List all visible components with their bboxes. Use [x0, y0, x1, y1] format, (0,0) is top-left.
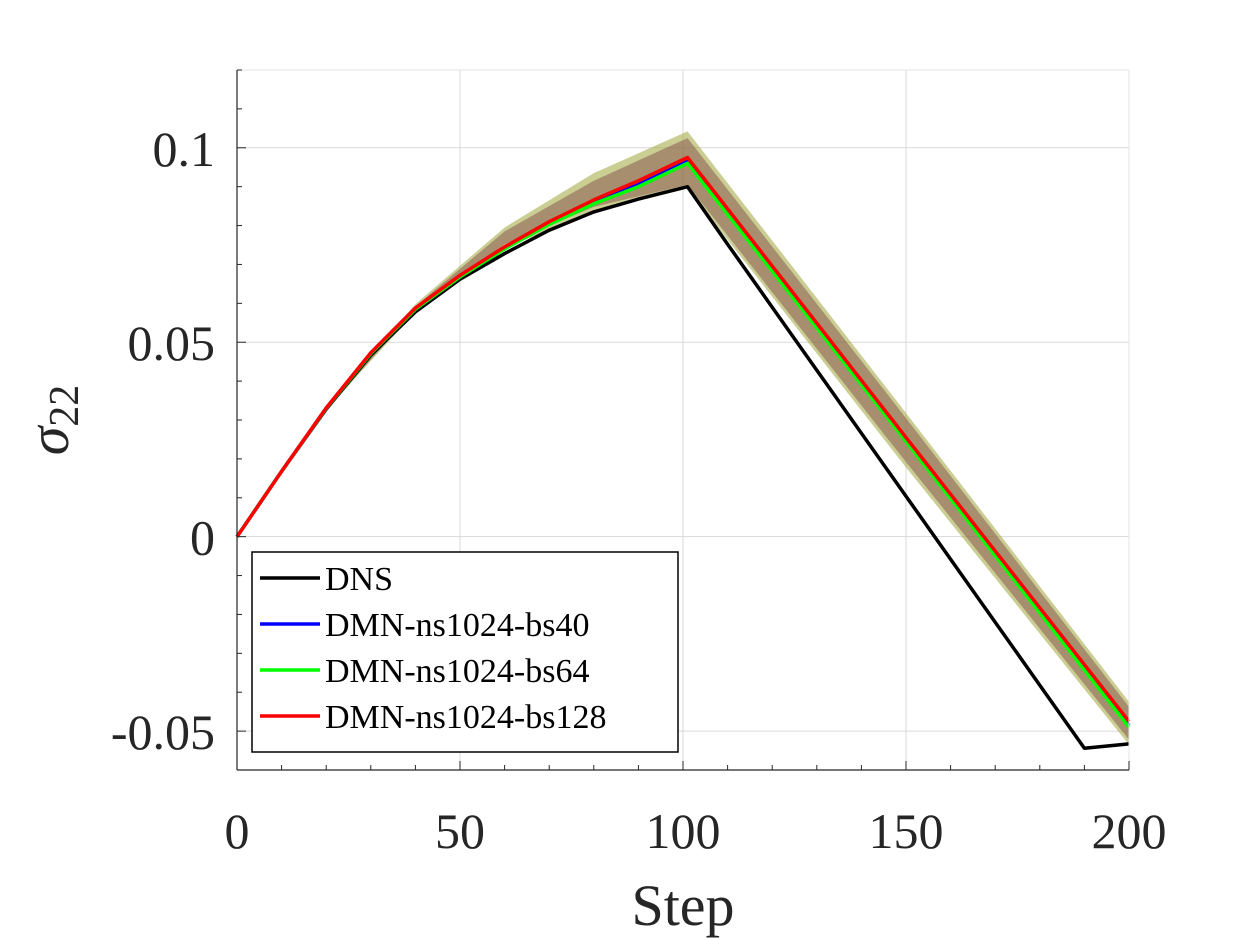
y-axis-label-symbol: σ	[16, 424, 81, 455]
legend-label-3: DMN-ns1024-bs128	[325, 699, 606, 736]
x-tick-label-4: 200	[1092, 803, 1167, 859]
legend-label-0: DNS	[325, 561, 393, 598]
series-lines	[235, 155, 1131, 750]
svg-text:σ22: σ22	[16, 385, 88, 456]
x-tick-label-3: 150	[869, 803, 944, 859]
y-axis-label-subscript: 22	[42, 385, 88, 427]
legend-label-2: DMN-ns1024-bs64	[325, 653, 589, 690]
legend-box	[251, 551, 679, 753]
x-tick-label-0: 0	[225, 803, 250, 859]
x-axis-label: Step	[631, 873, 734, 938]
legend-label-1: DMN-ns1024-bs40	[325, 607, 589, 644]
series-line-3	[235, 155, 1131, 723]
x-tick-label-1: 50	[435, 803, 485, 859]
y-tick-label-2: 0.05	[128, 315, 216, 371]
y-tick-label-1: 0	[190, 510, 215, 566]
legend: DNS DMN-ns1024-bs40 DMN-ns1024-bs64 DMN-ns1…	[251, 551, 679, 753]
y-tick-label-3: 0.1	[153, 121, 216, 177]
y-axis-label: σ22	[16, 385, 88, 456]
axes	[236, 69, 1130, 771]
x-tick-label-2: 100	[646, 803, 721, 859]
y-tick-label-0: -0.05	[111, 704, 215, 760]
